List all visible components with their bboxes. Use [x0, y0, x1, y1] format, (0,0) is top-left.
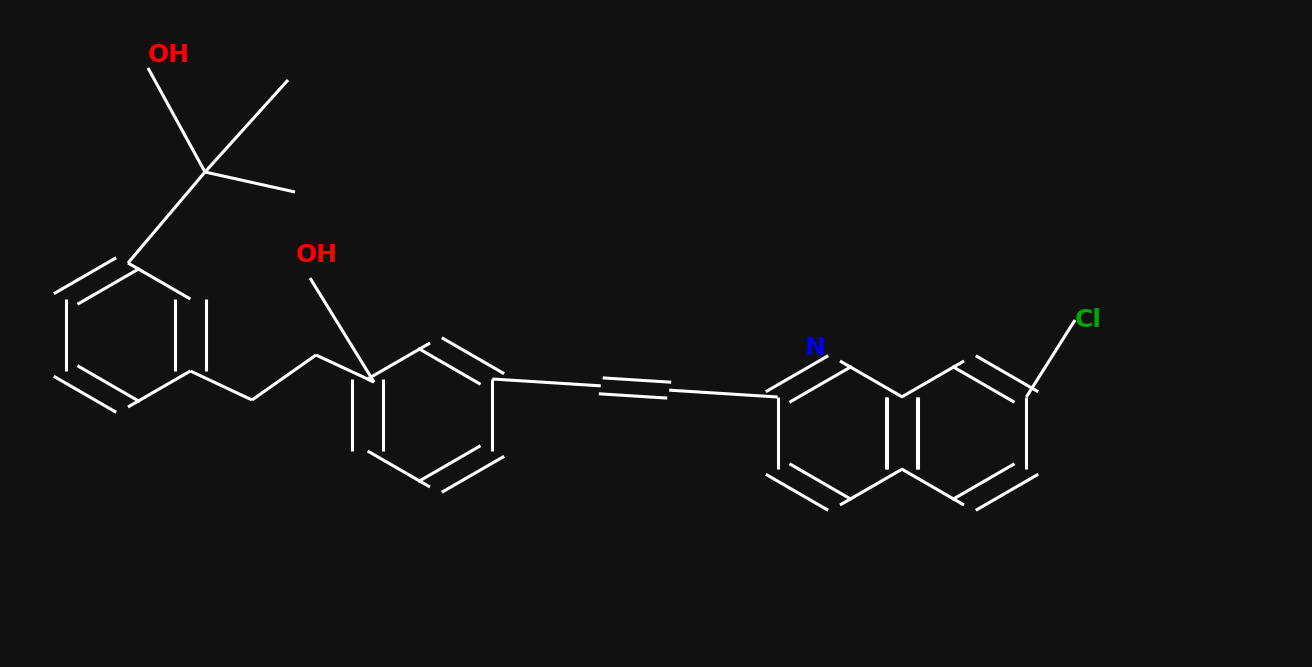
Text: OH: OH: [297, 243, 338, 267]
Text: Cl: Cl: [1075, 308, 1102, 332]
Text: OH: OH: [148, 43, 190, 67]
Text: N: N: [804, 336, 825, 360]
